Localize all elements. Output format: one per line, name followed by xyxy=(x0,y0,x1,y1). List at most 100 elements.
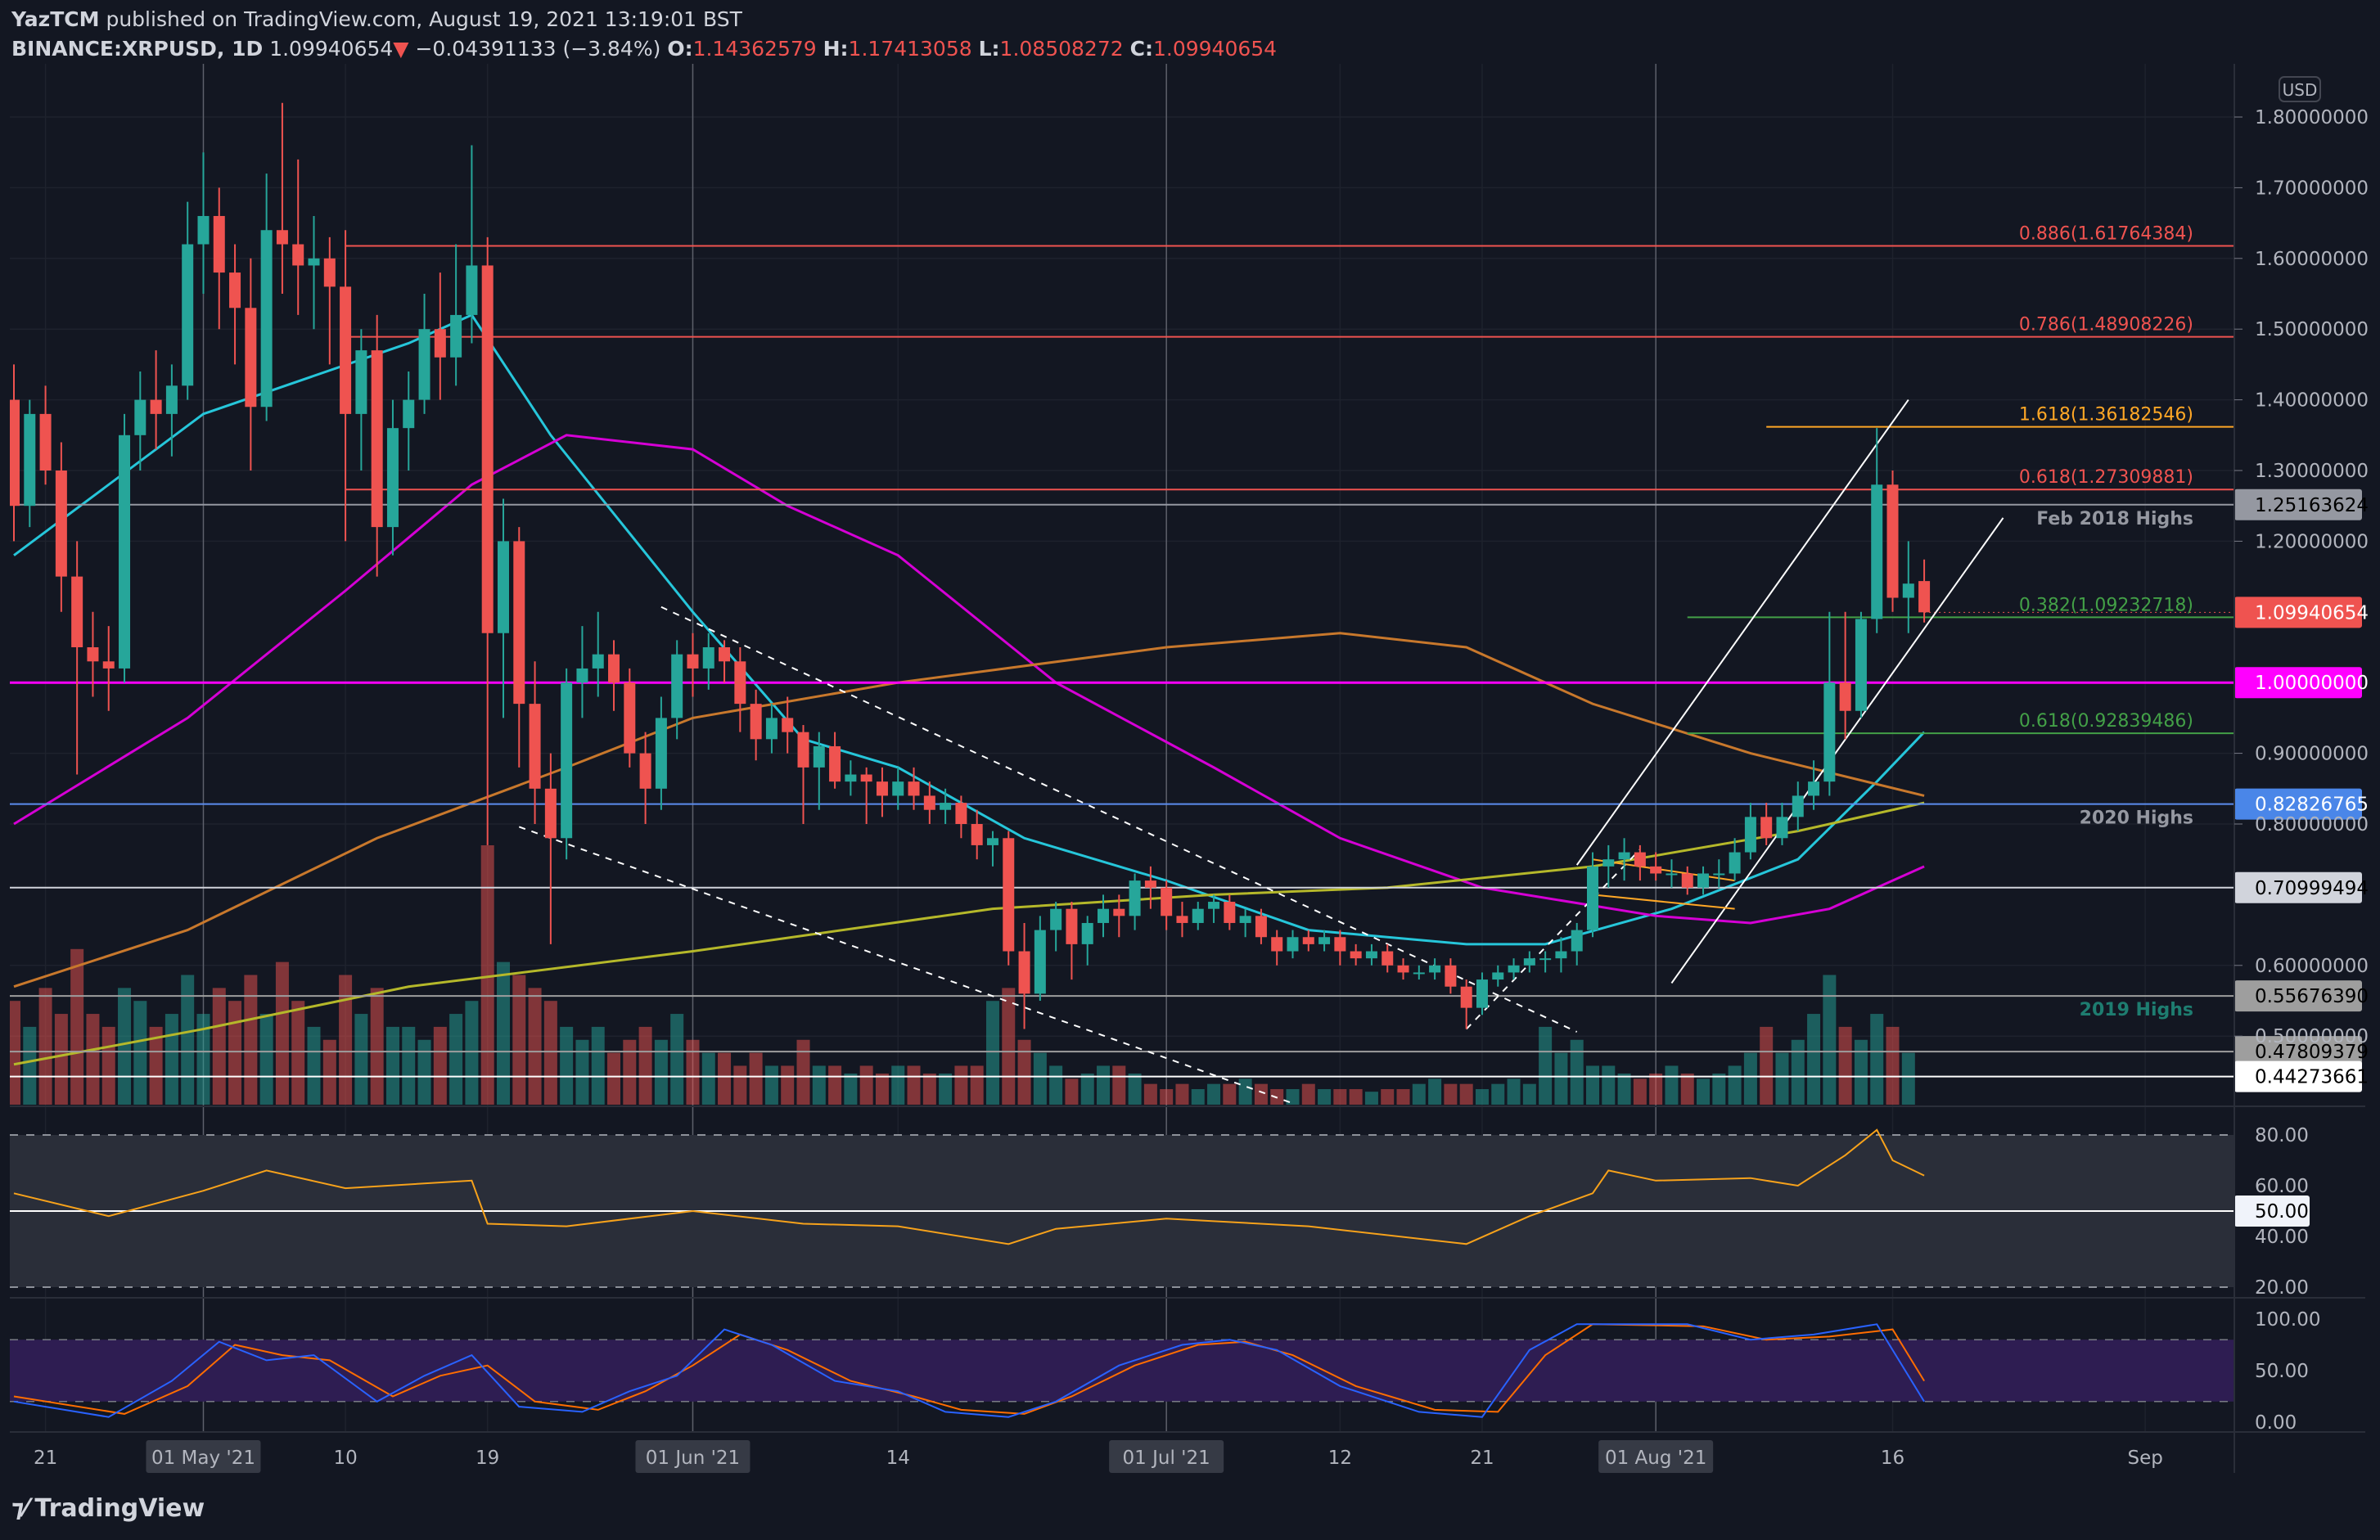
candle-body xyxy=(813,745,825,768)
volume-bar xyxy=(165,1014,178,1105)
candle-body xyxy=(1429,965,1441,973)
candle-body xyxy=(1918,581,1931,613)
candle-body xyxy=(134,399,146,435)
candle-body xyxy=(955,803,967,824)
candle-body xyxy=(624,682,636,754)
candle-body xyxy=(1208,902,1220,909)
candle-body xyxy=(765,718,778,740)
volume-bar xyxy=(54,1014,68,1105)
candle-body xyxy=(1034,930,1046,994)
trendline xyxy=(660,606,1578,1033)
candle-body xyxy=(1839,682,1851,711)
volume-bar xyxy=(1491,1083,1505,1105)
volume-bar xyxy=(654,1039,668,1105)
candle-body xyxy=(1081,922,1093,944)
volume-bar xyxy=(844,1073,858,1105)
volume-bar xyxy=(1017,1039,1031,1105)
candle-body xyxy=(1871,484,1883,619)
author-name[interactable]: YazTCM xyxy=(11,7,100,31)
volume-bar xyxy=(1143,1083,1157,1105)
volume-bar xyxy=(1649,1073,1663,1105)
price-tick-label: 1.70000000 xyxy=(2255,178,2369,199)
volume-bar xyxy=(1301,1083,1315,1105)
volume-bar xyxy=(1697,1078,1711,1105)
low-value: 1.08508272 xyxy=(999,37,1124,61)
volume-bar xyxy=(1617,1073,1631,1105)
volume-bar xyxy=(1191,1088,1205,1105)
volume-bar xyxy=(670,1014,684,1105)
volume-bar xyxy=(749,1052,763,1105)
volume-bar xyxy=(1065,1078,1079,1105)
price-tag-label: 0.47809379 xyxy=(2255,1042,2369,1063)
price-tick-label: 0.60000000 xyxy=(2255,956,2369,977)
volume-bar xyxy=(939,1073,953,1105)
price-tick-label: 1.50000000 xyxy=(2255,319,2369,340)
candle-body xyxy=(1445,965,1457,987)
volume-bar xyxy=(796,1039,810,1105)
time-tick-label: Sep xyxy=(2127,1448,2162,1469)
volume-bar xyxy=(1539,1026,1553,1105)
candle-body xyxy=(1050,908,1062,930)
candle-body xyxy=(323,258,336,287)
moving-average-line xyxy=(13,434,1925,925)
symbol-name[interactable]: BINANCE:XRPUSD, 1D xyxy=(11,37,264,61)
candle-body xyxy=(1634,852,1646,867)
price-tick-label: 0.80000000 xyxy=(2255,814,2369,835)
tradingview-logo-icon: ⁊⁄ xyxy=(11,1494,29,1523)
volume-bar xyxy=(1412,1083,1426,1105)
candle-body xyxy=(1713,873,1725,876)
volume-bar xyxy=(370,988,384,1105)
candle-body xyxy=(1492,972,1504,980)
candle-body xyxy=(403,399,415,429)
high-value: 1.17413058 xyxy=(848,37,972,61)
price-tag-label: 0.55676390 xyxy=(2255,986,2369,1007)
candle-body xyxy=(923,795,935,810)
volume-bar xyxy=(212,988,226,1105)
candle-body xyxy=(481,265,494,633)
level-label: 0.886(1.61764384) xyxy=(2019,224,2193,245)
moving-average-line xyxy=(13,313,1926,946)
volume-bar xyxy=(417,1039,431,1105)
volume-bar xyxy=(859,1065,873,1105)
rsi-tick-label: 40.00 xyxy=(2255,1227,2309,1248)
candle-body xyxy=(1886,484,1899,598)
volume-bar xyxy=(543,1001,557,1105)
candle-body xyxy=(876,781,888,796)
stoch-band xyxy=(10,1340,2234,1402)
candle-body xyxy=(386,428,399,528)
volume-bar xyxy=(228,1001,242,1105)
tradingview-logo[interactable]: ⁊⁄ TradingView xyxy=(11,1494,205,1523)
candle-body xyxy=(1239,916,1251,923)
axes: 1.80000000 1.70000000 1.60000000 1.50000000… xyxy=(10,64,2369,1473)
candle-body xyxy=(1792,795,1804,817)
stoch-tick-label: 0.00 xyxy=(2255,1412,2297,1434)
volume-bar xyxy=(1238,1078,1252,1105)
volume-bar xyxy=(1475,1088,1489,1105)
trendline xyxy=(1575,399,1909,866)
volume-bar xyxy=(1838,1026,1852,1105)
time-tick-label: 01 Jun '21 xyxy=(646,1448,740,1469)
volume-bar xyxy=(101,1026,115,1105)
candle-body xyxy=(450,314,462,358)
volume-bar xyxy=(1349,1088,1363,1105)
volume-bar xyxy=(259,1014,273,1105)
candle-body xyxy=(892,781,904,796)
close-value: 1.09940654 xyxy=(1152,37,1278,61)
volume-bar xyxy=(686,1039,700,1105)
volume-bar xyxy=(1712,1073,1726,1105)
volume-bar xyxy=(1381,1088,1395,1105)
candle-body xyxy=(150,399,162,414)
volume-bar xyxy=(1791,1039,1805,1105)
last-price-tag-label: 1.09940654 xyxy=(2255,602,2369,624)
price-tick-label: 0.90000000 xyxy=(2255,744,2369,765)
candle-body xyxy=(1666,873,1678,876)
last-price-tag xyxy=(2234,597,2362,628)
candle-body xyxy=(544,788,557,839)
candle-body xyxy=(1523,958,1535,966)
close-label: C: xyxy=(1129,37,1153,61)
currency-badge: USD xyxy=(2279,76,2321,102)
candle-body xyxy=(355,350,367,414)
volume-bar xyxy=(1586,1065,1599,1105)
brand-name: TradingView xyxy=(34,1494,205,1523)
